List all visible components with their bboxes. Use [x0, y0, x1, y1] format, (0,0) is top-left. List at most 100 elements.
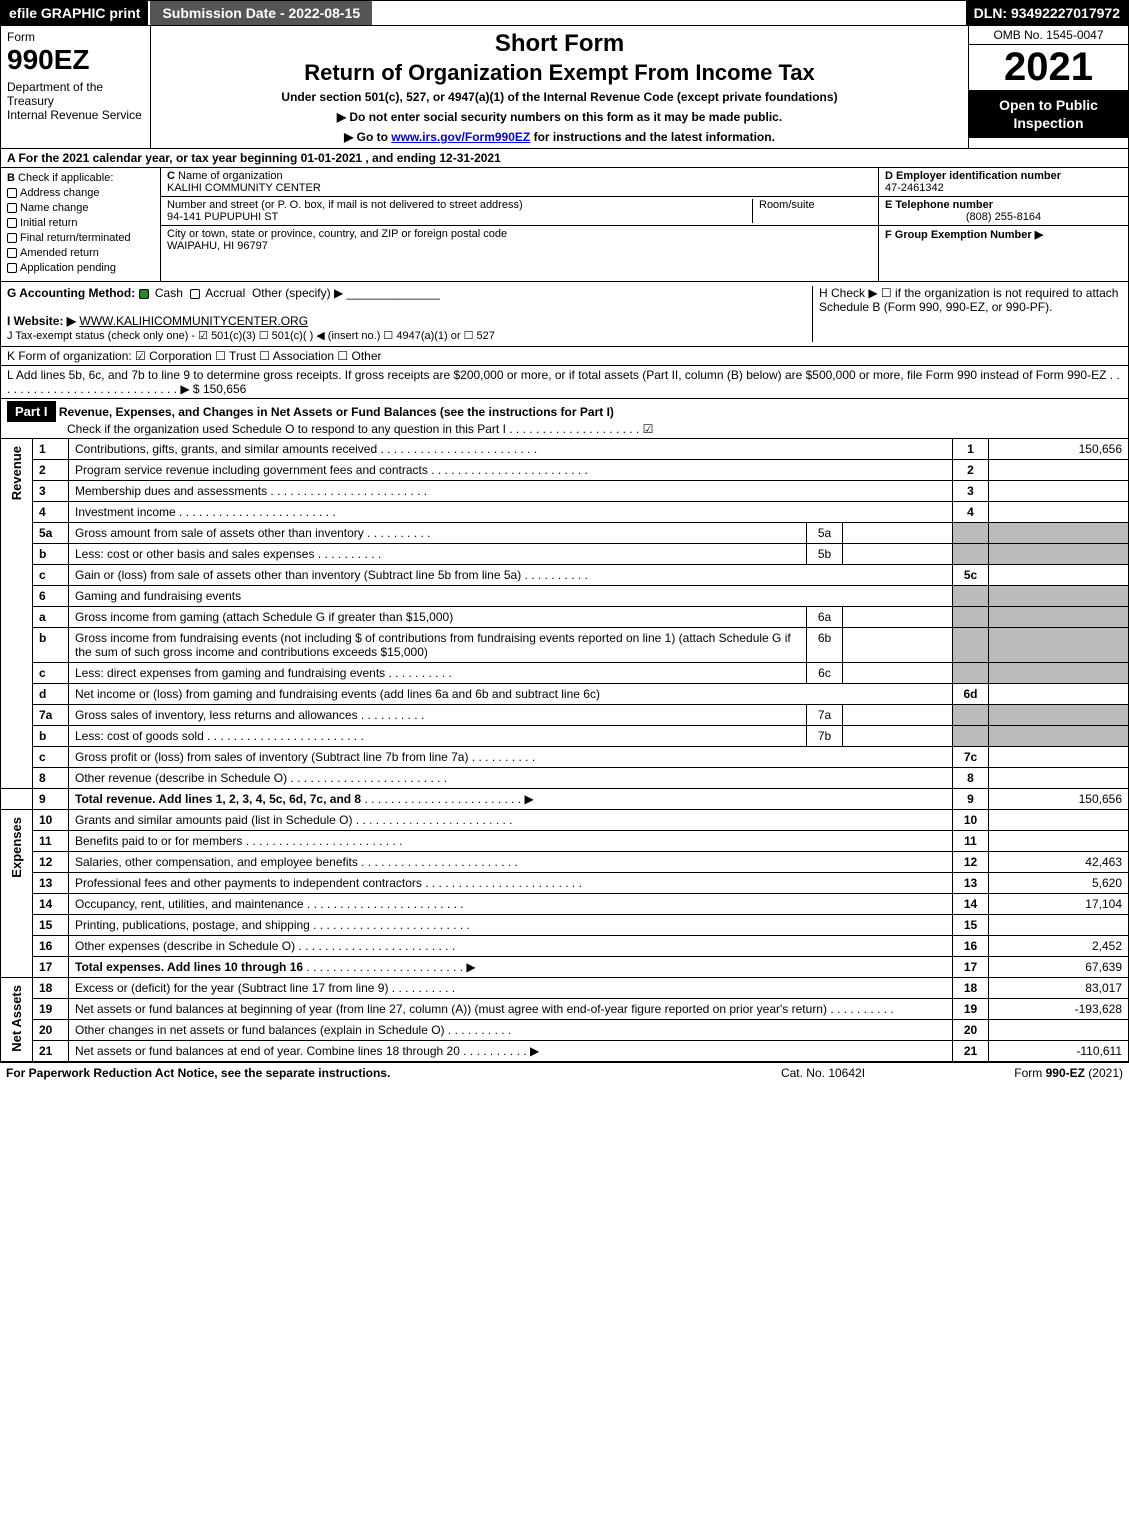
city-text: City or town, state or province, country…	[167, 228, 507, 240]
line-14: 14Occupancy, rent, utilities, and mainte…	[1, 894, 1129, 915]
right-line-num: 20	[953, 1020, 989, 1041]
sub-val	[843, 705, 953, 726]
chk-address-change[interactable]: Address change	[7, 187, 154, 199]
sub-val	[843, 523, 953, 544]
line-2: 2Program service revenue including gover…	[1, 460, 1129, 481]
group-exemption-row: F Group Exemption Number ▶	[879, 226, 1128, 243]
chk-name-change[interactable]: Name change	[7, 202, 154, 214]
line-num: 11	[33, 831, 69, 852]
desc-text: Less: cost of goods sold	[75, 729, 204, 743]
shaded-cell	[953, 607, 989, 628]
short-form-title: Short Form	[159, 30, 960, 58]
right-line-num: 1	[953, 439, 989, 460]
line-num: 1	[33, 439, 69, 460]
l-line: L Add lines 5b, 6c, and 7b to line 9 to …	[0, 366, 1129, 399]
chk-label: Application pending	[20, 262, 116, 274]
i-label: I Website: ▶	[7, 314, 76, 328]
shaded-cell	[953, 586, 989, 607]
accrual-checkbox[interactable]	[190, 289, 200, 299]
right-line-num: 3	[953, 481, 989, 502]
desc-text: Investment income	[75, 505, 176, 519]
footer-mid: Cat. No. 10642I	[723, 1066, 923, 1080]
line-num: 6	[33, 586, 69, 607]
line-desc: Gross income from fundraising events (no…	[69, 628, 807, 663]
desc-text: Less: direct expenses from gaming and fu…	[75, 666, 385, 680]
line-desc: Other changes in net assets or fund bala…	[69, 1020, 953, 1041]
checkbox-icon	[7, 188, 17, 198]
shaded-cell	[989, 663, 1129, 684]
line-desc: Membership dues and assessments	[69, 481, 953, 502]
line-num: b	[33, 628, 69, 663]
amount	[989, 502, 1129, 523]
desc-text: Membership dues and assessments	[75, 484, 267, 498]
irs-link[interactable]: www.irs.gov/Form990EZ	[391, 130, 530, 144]
footer-right-post: (2021)	[1085, 1066, 1123, 1080]
amount	[989, 810, 1129, 831]
form-number: 990EZ	[7, 44, 144, 76]
line-10: Expenses 10Grants and similar amounts pa…	[1, 810, 1129, 831]
amount	[989, 915, 1129, 936]
line-desc: Occupancy, rent, utilities, and maintena…	[69, 894, 953, 915]
line-6c: c Less: direct expenses from gaming and f…	[1, 663, 1129, 684]
net-assets-side-label: Net Assets	[1, 978, 33, 1062]
f-label: F Group Exemption Number ▶	[885, 229, 1043, 241]
shaded-cell	[953, 544, 989, 565]
desc-text: Gain or (loss) from sale of assets other…	[75, 568, 521, 582]
chk-label: Name change	[20, 202, 89, 214]
c-label: C	[167, 170, 175, 182]
line-4: 4Investment income4	[1, 502, 1129, 523]
expenses-side-label: Expenses	[1, 810, 33, 978]
line-6a: aGross income from gaming (attach Schedu…	[1, 607, 1129, 628]
right-line-num: 13	[953, 873, 989, 894]
right-line-num: 17	[953, 957, 989, 978]
amount: 2,452	[989, 936, 1129, 957]
line-desc: Salaries, other compensation, and employ…	[69, 852, 953, 873]
amount: 83,017	[989, 978, 1129, 999]
line-desc: Other revenue (describe in Schedule O)	[69, 768, 953, 789]
sub-line-num: 6b	[807, 628, 843, 663]
revenue-label: Revenue	[7, 442, 26, 504]
line-3: 3Membership dues and assessments3	[1, 481, 1129, 502]
line-6b: bGross income from fundraising events (n…	[1, 628, 1129, 663]
sub-val	[843, 607, 953, 628]
desc-text: Less: cost or other basis and sales expe…	[75, 547, 314, 561]
line-num: 4	[33, 502, 69, 523]
footer-right-pre: Form	[1014, 1066, 1045, 1080]
chk-label: Initial return	[20, 217, 77, 229]
line-num: c	[33, 663, 69, 684]
right-line-num: 8	[953, 768, 989, 789]
line-num: c	[33, 747, 69, 768]
sub-line-num: 7b	[807, 726, 843, 747]
line-desc: Net assets or fund balances at end of ye…	[69, 1041, 953, 1062]
right-line-num: 18	[953, 978, 989, 999]
shaded-cell	[953, 726, 989, 747]
form-label: Form	[7, 30, 144, 44]
line-18: Net Assets 18Excess or (deficit) for the…	[1, 978, 1129, 999]
chk-application-pending[interactable]: Application pending	[7, 262, 154, 274]
part1-label: Part I	[7, 401, 56, 422]
header-left: Form 990EZ Department of the Treasury In…	[1, 26, 151, 148]
chk-final-return[interactable]: Final return/terminated	[7, 232, 154, 244]
col-c: C Name of organization KALIHI COMMUNITY …	[161, 168, 878, 281]
line-num: 9	[33, 789, 69, 810]
line-7b: bLess: cost of goods sold7b	[1, 726, 1129, 747]
shaded-cell	[989, 726, 1129, 747]
submission-date: Submission Date - 2022-08-15	[148, 1, 372, 25]
chk-amended-return[interactable]: Amended return	[7, 247, 154, 259]
website-val[interactable]: WWW.KALIHICOMMUNITYCENTER.ORG	[79, 314, 308, 328]
cash-checkbox[interactable]	[139, 289, 149, 299]
section-a: A For the 2021 calendar year, or tax yea…	[0, 149, 1129, 168]
sub-line-num: 5a	[807, 523, 843, 544]
right-line-num: 10	[953, 810, 989, 831]
efile-label[interactable]: efile GRAPHIC print	[1, 1, 148, 25]
lines-table: Revenue 1 Contributions, gifts, grants, …	[0, 439, 1129, 1062]
right-line-num: 15	[953, 915, 989, 936]
amount	[989, 747, 1129, 768]
right-line-num: 11	[953, 831, 989, 852]
desc-text: Other changes in net assets or fund bala…	[75, 1023, 445, 1037]
shaded-cell	[989, 523, 1129, 544]
desc-text: Gross sales of inventory, less returns a…	[75, 708, 358, 722]
line-desc: Less: cost of goods sold	[69, 726, 807, 747]
chk-initial-return[interactable]: Initial return	[7, 217, 154, 229]
line-5b: bLess: cost or other basis and sales exp…	[1, 544, 1129, 565]
